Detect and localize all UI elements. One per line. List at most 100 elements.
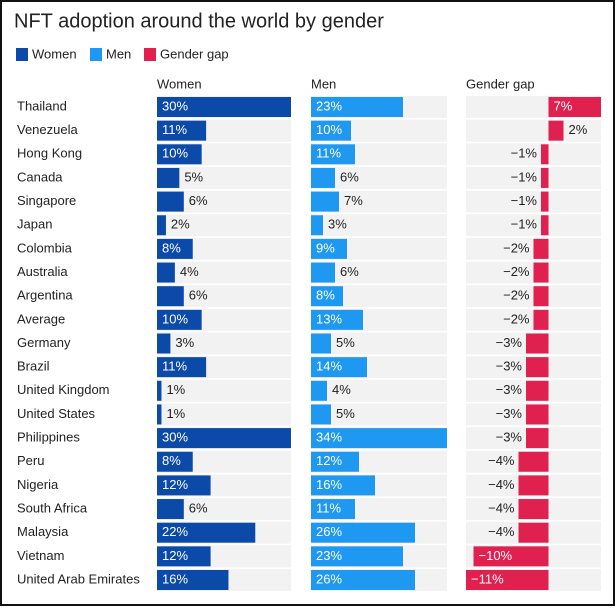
value-label: 11% bbox=[162, 122, 187, 137]
value-label: 7% bbox=[344, 193, 363, 208]
bar bbox=[157, 357, 207, 378]
value-label: −2% bbox=[503, 240, 530, 255]
value-label: −4% bbox=[488, 477, 515, 492]
value-label: 8% bbox=[162, 453, 181, 468]
panel-header: Men bbox=[311, 76, 336, 91]
category-label: Australia bbox=[17, 264, 68, 279]
bar bbox=[526, 333, 549, 354]
bar bbox=[157, 191, 184, 212]
value-label: 9% bbox=[316, 240, 335, 255]
category-label: Venezuela bbox=[17, 122, 78, 137]
bar bbox=[526, 404, 549, 425]
bar bbox=[533, 238, 549, 259]
category-label: South Africa bbox=[17, 500, 88, 515]
bar bbox=[157, 262, 175, 283]
value-label: 5% bbox=[336, 335, 355, 350]
value-label: 2% bbox=[171, 217, 190, 232]
category-label: Peru bbox=[17, 453, 44, 468]
bar bbox=[311, 475, 375, 496]
panel-bg bbox=[311, 379, 447, 402]
value-label: 2% bbox=[569, 122, 588, 137]
bar bbox=[518, 522, 549, 543]
bar bbox=[526, 380, 549, 401]
value-label: −1% bbox=[511, 169, 538, 184]
value-label: 8% bbox=[316, 288, 335, 303]
bar bbox=[533, 309, 549, 330]
value-label: 11% bbox=[316, 146, 341, 161]
category-label: Vietnam bbox=[17, 548, 64, 563]
category-label: United States bbox=[17, 406, 96, 421]
panel-bg bbox=[311, 261, 447, 284]
bar bbox=[311, 238, 347, 259]
panel-bg bbox=[311, 285, 447, 308]
bar bbox=[311, 262, 335, 283]
category-label: Germany bbox=[17, 335, 71, 350]
value-label: 4% bbox=[180, 264, 199, 279]
value-label: 12% bbox=[162, 548, 188, 563]
value-label: 11% bbox=[316, 500, 341, 515]
bar bbox=[157, 428, 291, 449]
value-label: 10% bbox=[162, 146, 188, 161]
bar bbox=[548, 97, 601, 117]
value-label: −3% bbox=[496, 430, 523, 445]
legend-swatch bbox=[90, 48, 102, 61]
panel-bg bbox=[157, 379, 291, 402]
bar bbox=[311, 333, 331, 354]
value-label: −3% bbox=[496, 406, 523, 421]
bar bbox=[518, 475, 549, 496]
legend-swatch bbox=[16, 48, 28, 61]
bar bbox=[157, 144, 202, 165]
bar bbox=[311, 570, 415, 590]
value-label: −4% bbox=[488, 524, 515, 539]
category-label: United Arab Emirates bbox=[17, 571, 140, 586]
category-label: Philippines bbox=[17, 430, 80, 445]
value-label: 34% bbox=[316, 430, 342, 445]
bar bbox=[541, 144, 549, 165]
bar bbox=[157, 380, 162, 401]
value-label: 13% bbox=[316, 311, 342, 326]
value-label: 23% bbox=[316, 98, 342, 113]
value-label: −2% bbox=[503, 288, 530, 303]
bar bbox=[311, 428, 447, 449]
panel-bg bbox=[311, 403, 447, 426]
panel-bg bbox=[157, 166, 291, 189]
bar bbox=[466, 570, 549, 590]
value-label: −3% bbox=[496, 382, 523, 397]
value-label: 6% bbox=[189, 500, 208, 515]
bar bbox=[157, 97, 291, 117]
panel-bg bbox=[157, 261, 291, 284]
bar bbox=[311, 286, 343, 307]
bar bbox=[157, 475, 211, 496]
bar bbox=[311, 546, 403, 567]
value-label: −11% bbox=[471, 571, 504, 586]
value-label: −3% bbox=[496, 335, 523, 350]
panel-bg bbox=[157, 403, 291, 426]
value-label: −4% bbox=[488, 500, 515, 515]
bar bbox=[518, 499, 549, 520]
bar bbox=[311, 144, 355, 165]
panel-bg bbox=[466, 166, 601, 189]
value-label: −1% bbox=[511, 146, 538, 161]
legend-label: Women bbox=[32, 46, 77, 61]
value-label: 30% bbox=[162, 98, 188, 113]
bar bbox=[311, 97, 403, 117]
panel-bg bbox=[311, 190, 447, 213]
category-label: United Kingdom bbox=[17, 382, 110, 397]
legend-label: Men bbox=[106, 46, 131, 61]
bar bbox=[157, 238, 193, 259]
value-label: 6% bbox=[340, 169, 359, 184]
value-label: −2% bbox=[503, 311, 530, 326]
panel-header: Women bbox=[157, 76, 202, 91]
value-label: 10% bbox=[162, 311, 188, 326]
value-label: 3% bbox=[328, 217, 347, 232]
bar bbox=[311, 191, 339, 212]
bar bbox=[311, 499, 355, 520]
bar bbox=[157, 522, 256, 543]
value-label: 1% bbox=[166, 406, 185, 421]
value-label: 16% bbox=[316, 477, 342, 492]
value-label: −1% bbox=[511, 193, 538, 208]
panel-bg bbox=[466, 119, 601, 142]
category-label: Average bbox=[17, 311, 65, 326]
value-label: 16% bbox=[162, 571, 188, 586]
